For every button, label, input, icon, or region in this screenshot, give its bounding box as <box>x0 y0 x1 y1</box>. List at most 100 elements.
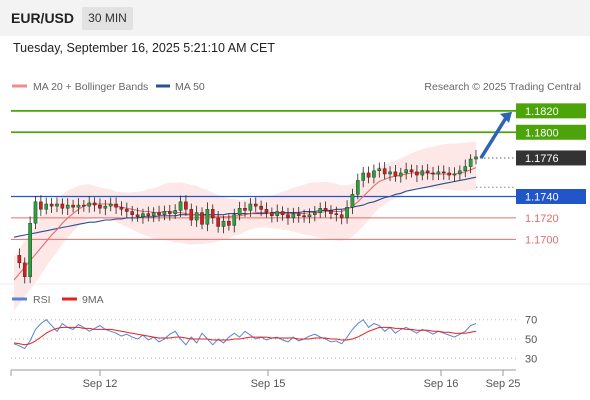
candle <box>452 167 457 182</box>
rsi-ma-line <box>13 326 477 346</box>
timestamp: Tuesday, September 16, 2025 5:21:10 AM C… <box>13 41 275 55</box>
candle <box>173 204 177 220</box>
rsi-tick-70: 70 <box>525 315 537 327</box>
candle <box>409 164 414 178</box>
symbol-label: EUR/USD <box>11 10 75 26</box>
candle <box>65 198 70 216</box>
candle <box>237 201 242 221</box>
x-tick-label: Sep 16 <box>424 378 459 390</box>
price-levels <box>11 109 516 240</box>
rsi-ma-legend-label: 9MA <box>82 294 104 306</box>
candle <box>259 200 263 217</box>
candle <box>468 154 473 174</box>
candle <box>398 167 403 183</box>
candle <box>302 209 306 223</box>
level-label-1.1700: 1.1700 <box>525 234 559 246</box>
level-tag-1.1740 <box>516 188 586 204</box>
candle <box>60 198 65 215</box>
candle <box>313 205 317 222</box>
candle <box>108 197 113 212</box>
candle <box>329 205 333 220</box>
ma20-legend-label: MA 20 + Bollinger Bands <box>33 81 148 93</box>
candle <box>447 167 451 181</box>
candle <box>307 208 312 224</box>
candle <box>323 201 328 218</box>
candle <box>382 161 387 180</box>
candle <box>87 196 92 213</box>
candle <box>248 197 253 217</box>
timeframe-button[interactable]: 30 MIN <box>82 7 133 30</box>
candle <box>345 200 349 224</box>
candle <box>232 208 237 233</box>
candle <box>253 197 258 212</box>
candle <box>372 164 376 184</box>
candle <box>200 207 204 230</box>
candlesticks <box>17 149 478 284</box>
candle <box>103 200 108 216</box>
candle <box>33 195 38 230</box>
x-tick-label: Sep 15 <box>251 378 286 390</box>
candle <box>22 257 27 284</box>
bollinger-bands <box>14 141 476 311</box>
candle <box>98 198 102 214</box>
candle <box>339 209 344 225</box>
candle <box>17 248 22 269</box>
chart-header: EUR/USD 30 MIN <box>0 0 590 36</box>
forecast-arrow-shaft <box>479 116 508 159</box>
candle <box>425 164 430 180</box>
level-labels: 1.1820 1.1800 1.1776 1.1740 1.1720 1.1700 <box>516 103 586 246</box>
candle <box>270 207 274 223</box>
candle <box>135 207 140 222</box>
candle <box>366 166 371 184</box>
candle <box>184 195 188 216</box>
candle <box>388 166 392 181</box>
candle <box>141 208 145 224</box>
candle <box>286 207 290 225</box>
credit-text: Research © 2025 Trading Central <box>424 81 581 93</box>
candle <box>194 205 199 227</box>
candle <box>227 214 231 231</box>
level-label-1.1740: 1.1740 <box>525 191 559 203</box>
candle <box>356 173 360 200</box>
rsi-tick-30: 30 <box>525 353 537 365</box>
level-label-1.1820: 1.1820 <box>525 106 559 118</box>
candle <box>377 162 382 178</box>
candle <box>291 207 296 223</box>
candle <box>205 202 210 232</box>
candle <box>264 202 269 218</box>
candle <box>71 199 75 213</box>
level-tag-1.1800 <box>516 124 586 140</box>
rsi-tick-50: 50 <box>525 334 537 346</box>
candle <box>82 200 86 212</box>
candle <box>76 198 81 215</box>
candle <box>114 197 118 214</box>
candle <box>463 159 468 178</box>
level-tag-1.1776 <box>516 150 586 166</box>
candle <box>441 165 446 180</box>
candle <box>162 205 167 221</box>
candle <box>361 167 365 188</box>
candle <box>436 165 441 181</box>
candle <box>280 206 285 221</box>
candle <box>210 204 215 224</box>
rsi-line <box>13 318 477 350</box>
x-tick-label: Sep 25 <box>486 378 521 390</box>
candle <box>55 197 59 213</box>
candle <box>125 202 129 218</box>
candle <box>318 202 323 218</box>
candle <box>189 203 194 226</box>
level-label-1.1776: 1.1776 <box>525 153 559 165</box>
candle <box>49 197 54 213</box>
candle <box>119 201 124 216</box>
level-label-1.1800: 1.1800 <box>525 127 559 139</box>
rsi-legend-label: RSI <box>33 294 51 306</box>
x-axis: Sep 12 Sep 15 Sep 16 Sep 25 <box>83 370 521 390</box>
candle <box>243 201 247 217</box>
candle <box>167 204 172 221</box>
candle <box>404 162 408 180</box>
candle <box>334 206 339 222</box>
candle <box>178 195 183 218</box>
candle <box>420 165 425 181</box>
ma50-legend-label: MA 50 <box>175 81 205 93</box>
